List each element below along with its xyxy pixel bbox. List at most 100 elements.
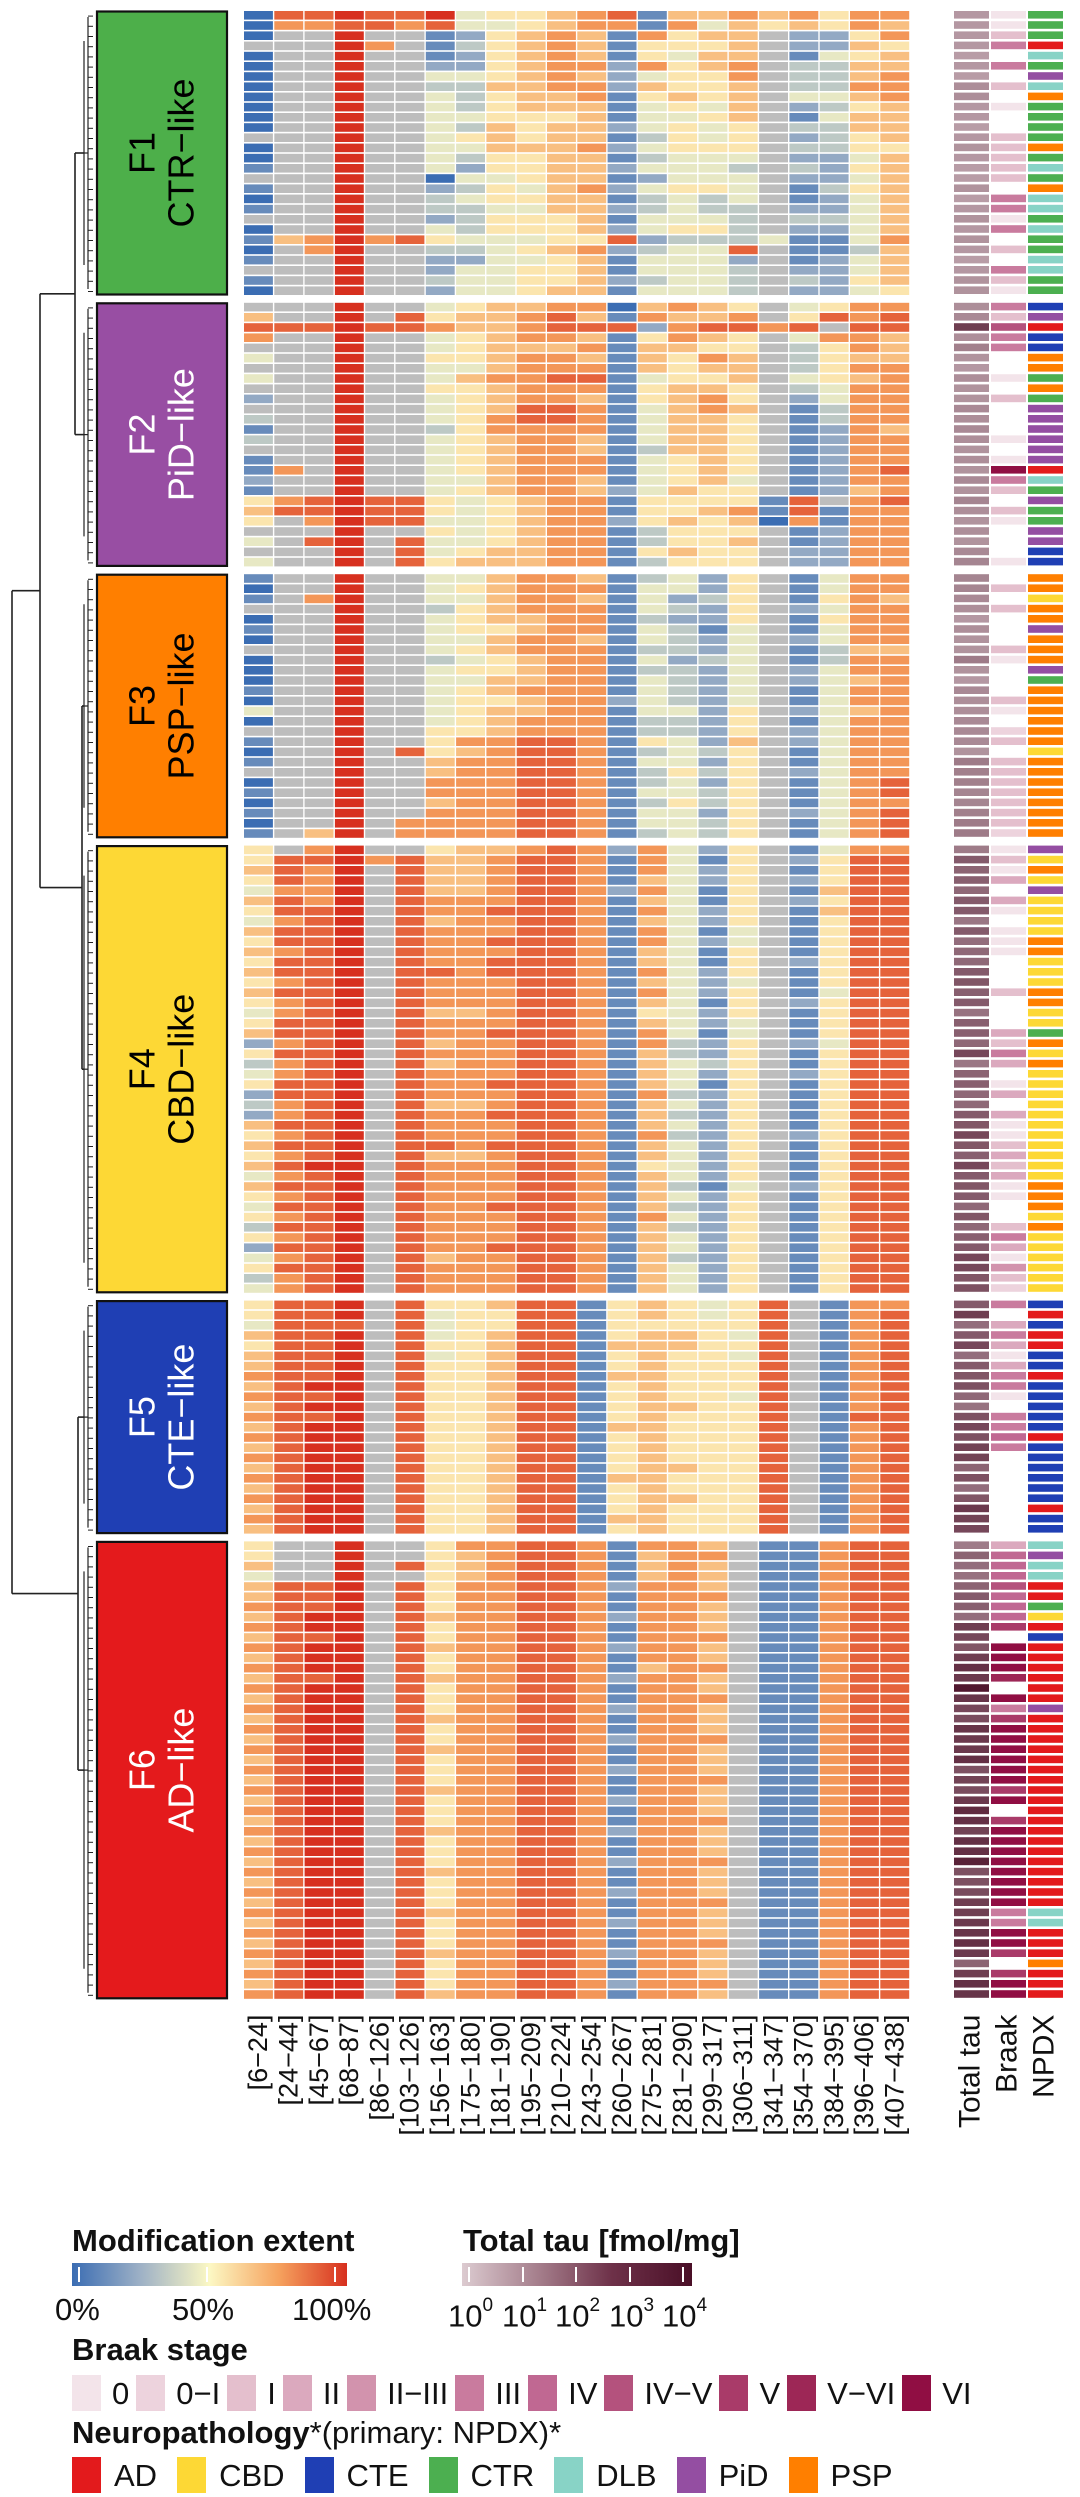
heatmap-cell [244,1263,273,1273]
total-tau-cell [954,1161,989,1170]
heatmap-cell [395,133,425,142]
heatmap-cell [850,1867,879,1877]
heatmap-cell [819,1341,849,1350]
heatmap-cell [759,1110,788,1120]
heatmap-cell [304,615,334,624]
heatmap-cell [668,1633,698,1642]
heatmap-cell [698,476,728,485]
heatmap-cell [668,1602,698,1612]
total-tau-cell [954,1402,989,1411]
heatmap-cell [425,1572,455,1581]
heatmap-cell [698,1121,728,1130]
heatmap-cell [456,313,485,322]
heatmap-cell [850,225,879,234]
heatmap-cell [244,374,273,383]
heatmap-cell [486,798,516,808]
heatmap-cell [274,604,304,614]
heatmap-cell [577,855,607,865]
heatmap-cell [516,517,546,526]
heatmap-cell [365,1816,395,1826]
heatmap-cell [516,1623,546,1632]
heatmap-cell [334,255,364,265]
heatmap-cell [486,1484,516,1493]
total-tau-cell [954,557,989,566]
heatmap-cell [274,727,304,736]
heatmap-cell [698,1243,728,1252]
heatmap-cell [698,968,728,977]
heatmap-cell [637,194,667,204]
heatmap-cell [698,113,728,122]
heatmap-cell [819,1816,849,1826]
total-tau-cell [954,747,989,756]
heatmap-cell [334,1694,364,1703]
braak-cell [991,476,1026,484]
heatmap-cell [244,255,273,265]
heatmap-cell [365,323,395,332]
heatmap-cell [365,1253,395,1263]
heatmap-cell [607,204,637,214]
heatmap-cell [819,425,849,434]
heatmap-cell [456,1663,485,1673]
heatmap-cell [728,1786,758,1795]
heatmap-cell [334,1745,364,1754]
heatmap-cell [547,266,576,275]
heatmap-cell [880,1080,910,1089]
heatmap-cell [698,1602,728,1612]
heatmap-cell [304,645,334,655]
heatmap-cell [334,625,364,634]
heatmap-cell [334,1284,364,1293]
heatmap-cell [274,102,304,112]
heatmap-cell [244,174,273,183]
heatmap-cell [395,1202,425,1212]
heatmap-cell [365,72,395,81]
heatmap-cell [486,645,516,655]
heatmap-cell [668,1453,698,1463]
heatmap-cell [728,143,758,153]
heatmap-cell [698,645,728,655]
heatmap-cell [425,1423,455,1432]
npdx-cell [1028,102,1063,111]
heatmap-cell [698,1274,728,1283]
heatmap-cell [668,1274,698,1283]
heatmap-cell [365,1182,395,1191]
npdx-cell [1028,808,1063,817]
heatmap-cell [577,455,607,465]
heatmap-cell [456,819,485,828]
heatmap-cell [547,927,576,936]
heatmap-cell [698,876,728,885]
heatmap-cell [244,425,273,434]
heatmap-cell [607,1382,637,1391]
total-tau-cell [954,876,989,884]
braak-cell [991,194,1026,203]
heatmap-cell [819,1453,849,1463]
heatmap-cell [547,1572,576,1581]
heatmap-cell [486,1008,516,1018]
heatmap-cell [456,594,485,604]
heatmap-cell [668,927,698,936]
heatmap-cell [365,62,395,71]
heatmap-cell [577,302,607,312]
heatmap-cell [789,1755,819,1765]
heatmap-cell [819,547,849,557]
heatmap-cell [637,1776,667,1785]
heatmap-cell [425,174,455,183]
heatmap-cell [456,855,485,865]
heatmap-cell [395,323,425,332]
heatmap-cell [274,968,304,977]
heatmap-cell [456,1949,485,1958]
heatmap-cell [728,829,758,838]
heatmap-cell [607,215,637,224]
heatmap-cell [274,204,304,214]
heatmap-cell [668,1484,698,1493]
heatmap-cell [456,21,485,30]
heatmap-cell [728,1684,758,1693]
braak-cell [991,435,1026,443]
heatmap-cell [274,1561,304,1571]
heatmap-cell [759,1980,788,1989]
heatmap-cell [577,527,607,536]
heatmap-cell [547,527,576,536]
heatmap-cell [850,855,879,865]
heatmap-cell [819,1949,849,1958]
heatmap-cell [486,947,516,957]
heatmap-cell [637,1663,667,1673]
